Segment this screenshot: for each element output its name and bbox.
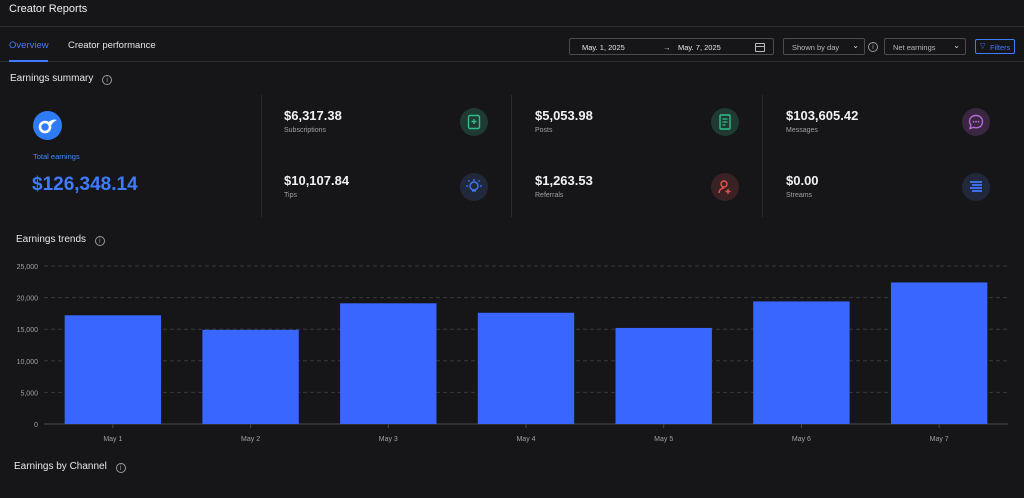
bar bbox=[340, 303, 437, 424]
active-tab-indicator bbox=[9, 60, 48, 62]
info-icon[interactable]: i bbox=[868, 42, 878, 52]
x-tick-label: May 7 bbox=[930, 436, 949, 443]
metric-select[interactable]: Net earnings ⌄ bbox=[884, 38, 966, 55]
app-title: Creator Reports bbox=[9, 3, 88, 15]
date-range-picker[interactable]: May. 1, 2025 → May. 7, 2025 bbox=[569, 38, 774, 55]
divider bbox=[261, 95, 262, 217]
x-tick-label: May 2 bbox=[241, 436, 260, 443]
earnings-by-channel-heading: Earnings by Channel bbox=[14, 461, 107, 472]
date-end: May. 7, 2025 bbox=[678, 43, 721, 52]
total-earnings-value: $126,348.14 bbox=[32, 174, 138, 195]
info-icon[interactable]: i bbox=[115, 463, 126, 473]
y-tick-label: 15,000 bbox=[17, 327, 39, 334]
messages-label: Messages bbox=[786, 127, 818, 134]
filters-button-label: Filters bbox=[990, 43, 1011, 52]
tab-creator-performance[interactable]: Creator performance bbox=[68, 40, 156, 51]
earnings-summary-heading: Earnings summary bbox=[10, 73, 94, 84]
earnings-trends-heading: Earnings trends bbox=[16, 234, 87, 245]
messages-value: $103,605.42 bbox=[786, 108, 859, 123]
filters-button[interactable]: ▽ Filters bbox=[975, 39, 1015, 54]
tips-label: Tips bbox=[284, 192, 297, 199]
bar bbox=[753, 301, 850, 424]
x-tick-label: May 1 bbox=[103, 436, 122, 443]
posts-value: $5,053.98 bbox=[535, 108, 593, 123]
divider bbox=[762, 95, 763, 217]
y-tick-label: 5,000 bbox=[20, 390, 38, 397]
info-icon[interactable]: i bbox=[94, 236, 105, 246]
earnings-trends-title: Earnings trends i bbox=[16, 234, 105, 246]
date-separator: → bbox=[663, 43, 671, 52]
bar bbox=[890, 282, 988, 424]
tips-value: $10,107.84 bbox=[284, 173, 350, 188]
chevron-down-icon: ⌄ bbox=[852, 41, 859, 50]
bar bbox=[615, 327, 712, 424]
brand-logo-icon bbox=[33, 111, 62, 140]
referrals-value: $1,263.53 bbox=[535, 173, 593, 188]
earnings-trend-chart: 0 5,000 10,000 15,000 20,000 25,000 May 1 May 2… bbox=[17, 264, 1008, 443]
y-tick-label: 0 bbox=[34, 422, 38, 429]
y-tick-label: 10,000 bbox=[17, 359, 39, 366]
bar bbox=[202, 329, 299, 424]
filter-icon: ▽ bbox=[980, 43, 986, 50]
lightbulb-icon bbox=[460, 173, 488, 201]
posts-label: Posts bbox=[535, 127, 553, 134]
x-tick-label: May 3 bbox=[379, 436, 398, 443]
tab-overview[interactable]: Overview bbox=[9, 40, 49, 51]
divider bbox=[511, 95, 512, 217]
x-tick-label: May 4 bbox=[516, 436, 535, 443]
grouping-select-value: Shown by day bbox=[792, 43, 840, 52]
chat-bubble-icon bbox=[962, 108, 990, 136]
subscriptions-label: Subscriptions bbox=[284, 127, 327, 134]
app-header: Creator Reports bbox=[0, 0, 1024, 27]
stream-icon bbox=[962, 173, 990, 201]
x-tick-label: May 6 bbox=[792, 436, 811, 443]
earnings-summary-title: Earnings summary i bbox=[10, 73, 113, 85]
tab-bar: Overview Creator performance bbox=[0, 28, 1024, 62]
bar bbox=[477, 312, 575, 424]
date-start: May. 1, 2025 bbox=[582, 43, 625, 52]
subscriptions-value: $6,317.38 bbox=[284, 108, 342, 123]
document-icon bbox=[711, 108, 739, 136]
user-plus-icon bbox=[711, 173, 739, 201]
info-icon[interactable]: i bbox=[102, 75, 113, 85]
streams-value: $0.00 bbox=[786, 173, 819, 188]
chevron-down-icon: ⌄ bbox=[953, 41, 960, 50]
total-earnings-label: Total earnings bbox=[33, 152, 80, 161]
streams-label: Streams bbox=[786, 192, 813, 199]
grouping-select[interactable]: Shown by day ⌄ bbox=[783, 38, 865, 55]
bookmark-plus-icon bbox=[460, 108, 488, 136]
y-tick-label: 20,000 bbox=[17, 296, 39, 303]
earnings-by-channel-title: Earnings by Channel i bbox=[14, 461, 126, 473]
metric-select-value: Net earnings bbox=[893, 43, 936, 52]
calendar-icon bbox=[755, 43, 765, 52]
referrals-label: Referrals bbox=[535, 192, 564, 199]
bar bbox=[64, 315, 162, 424]
x-tick-label: May 5 bbox=[654, 436, 673, 443]
y-tick-label: 25,000 bbox=[17, 264, 39, 271]
